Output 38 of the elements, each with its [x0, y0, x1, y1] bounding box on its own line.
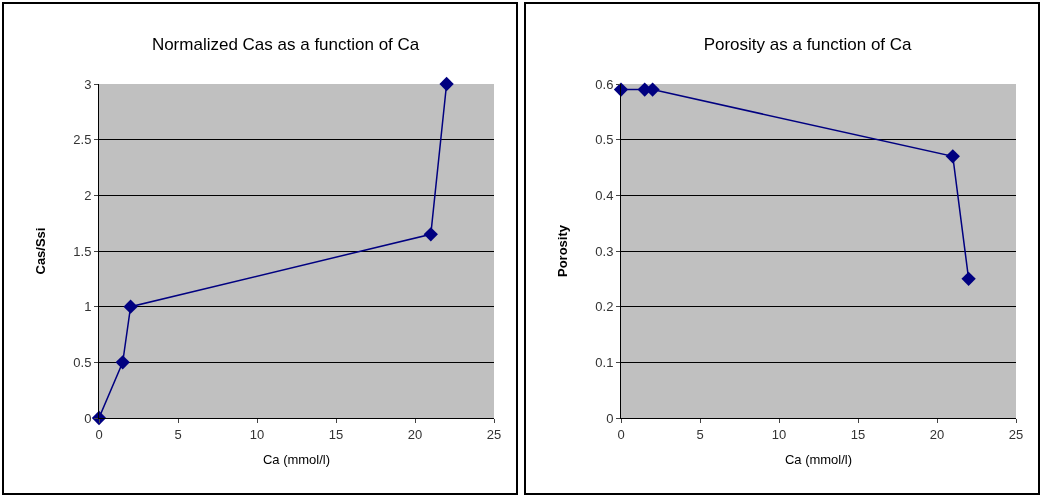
y-tick-label: 0.1 — [595, 354, 614, 370]
y-tick-label: 0.5 — [595, 132, 614, 148]
chart-title: Porosity as a function of Ca — [703, 35, 913, 55]
x-tick-label: 20 — [929, 426, 945, 442]
y-axis-title: Porosity — [555, 224, 571, 278]
point — [945, 149, 960, 164]
x-tick-label: 5 — [174, 426, 182, 442]
y-tick-label: 0.2 — [595, 299, 614, 315]
x-axis-title: Ca (mmol/l) — [784, 452, 853, 468]
y-tick-label: 0.4 — [595, 187, 614, 203]
x-tick-label: 20 — [407, 426, 423, 442]
x-tick-label: 25 — [486, 426, 502, 442]
y-tick-label: 0.5 — [73, 354, 92, 370]
point — [123, 299, 138, 314]
x-tick-label: 10 — [249, 426, 265, 442]
x-tick-label: 0 — [617, 426, 625, 442]
x-tick-label: 10 — [771, 426, 787, 442]
y-tick-label: 1.5 — [73, 243, 92, 259]
x-tick-label: 0 — [95, 426, 103, 442]
point — [961, 271, 976, 286]
y-tick-label: 0 — [84, 410, 92, 426]
y-tick-label: 0.6 — [595, 76, 614, 92]
y-tick-label: 2 — [84, 187, 92, 203]
y-tick-label: 2.5 — [73, 132, 92, 148]
y-tick-label: 1 — [84, 299, 92, 315]
y-tick-label: 0 — [606, 410, 614, 426]
point — [115, 355, 130, 370]
x-tick-label: 5 — [696, 426, 704, 442]
chart-title: Normalized Cas as a function of Ca — [151, 35, 420, 55]
x-tick-label: 25 — [1008, 426, 1024, 442]
point — [439, 76, 454, 92]
y-tick-label: 0.3 — [595, 243, 614, 259]
y-axis-title: Cas/Ssi — [33, 227, 49, 275]
x-axis-title: Ca (mmol/l) — [262, 452, 331, 468]
point — [423, 227, 438, 242]
x-tick-label: 15 — [328, 426, 344, 442]
y-tick-label: 3 — [84, 76, 92, 92]
x-tick-label: 15 — [850, 426, 866, 442]
